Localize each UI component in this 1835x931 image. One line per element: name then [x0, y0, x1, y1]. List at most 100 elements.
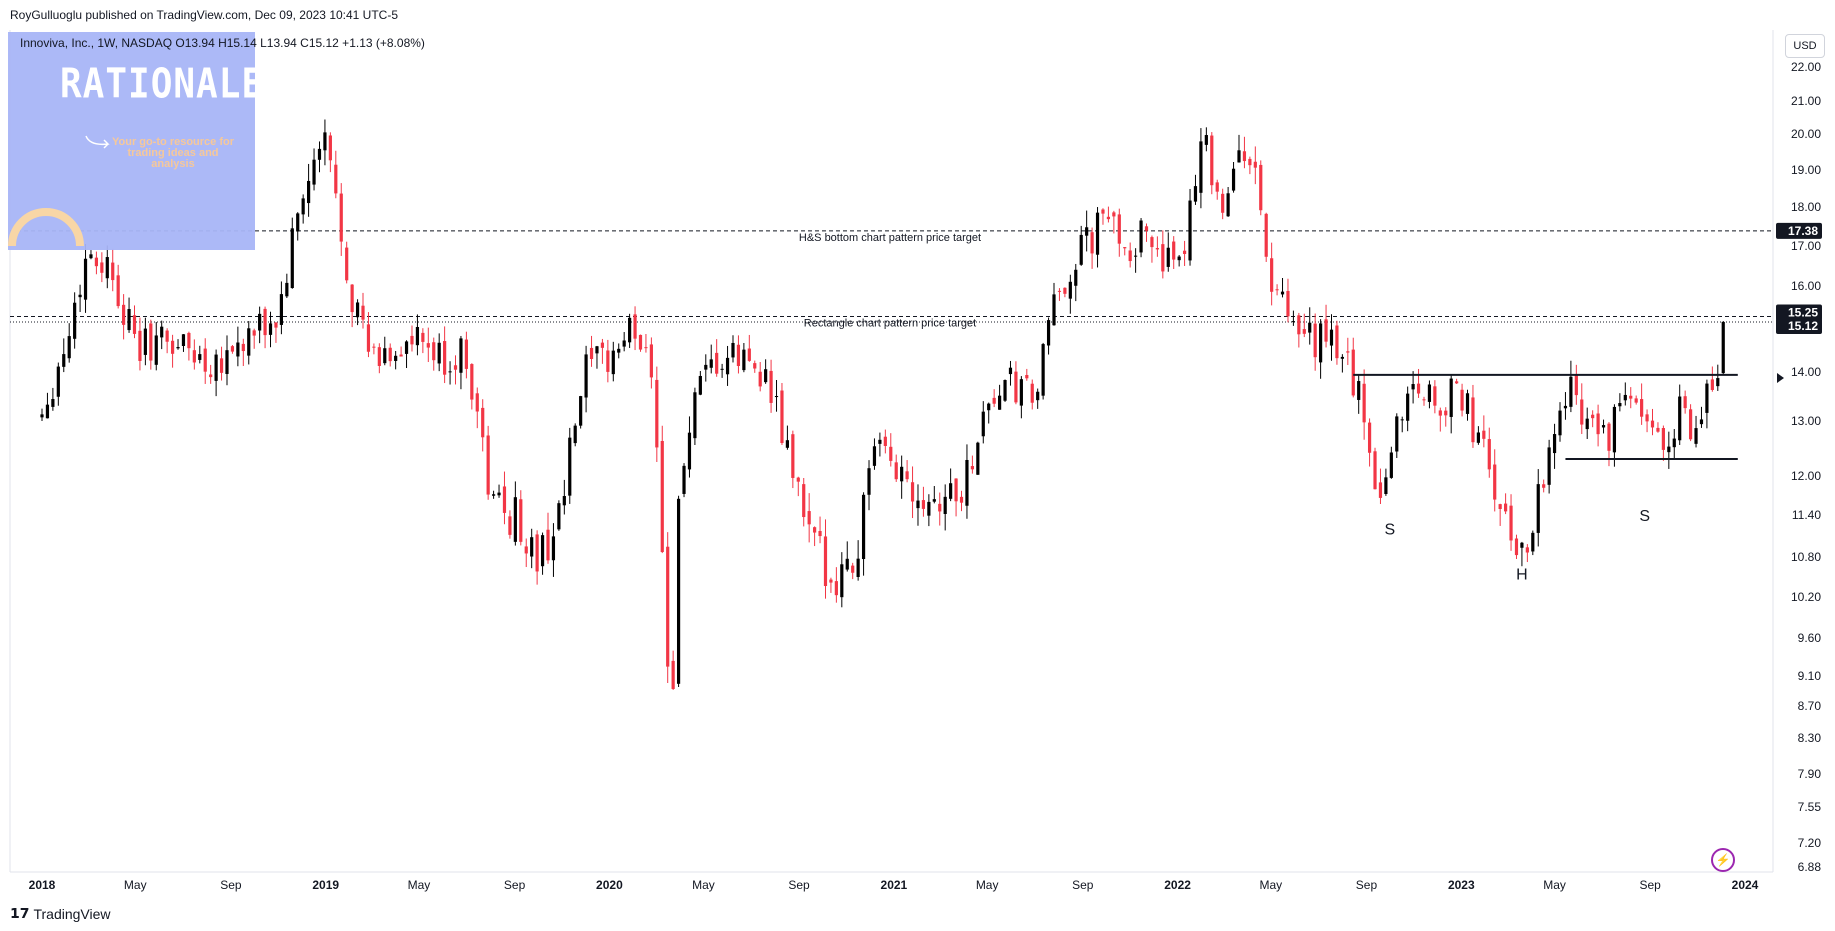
tradingview-logo[interactable]: 𝟭𝟳 TradingView	[10, 905, 111, 922]
candle-body	[486, 435, 490, 495]
candle-body	[83, 258, 88, 300]
candle-body	[1645, 414, 1649, 422]
candle-body	[203, 348, 207, 372]
candle-body	[258, 313, 262, 331]
candle-body	[987, 403, 991, 411]
candle-body	[1362, 383, 1366, 423]
candle-body	[606, 350, 610, 372]
candle-body	[1547, 447, 1551, 485]
candle-body	[1667, 446, 1671, 453]
candle-body	[111, 262, 115, 281]
y-tick-label: 7.55	[1798, 800, 1822, 814]
candle-body	[491, 494, 496, 496]
candle-body	[1057, 290, 1062, 292]
candle-body	[910, 482, 915, 502]
candle-body	[1416, 383, 1421, 394]
candle-body	[1422, 399, 1426, 401]
candle-body	[404, 341, 409, 354]
candle-body	[883, 436, 887, 446]
candle-body	[1297, 315, 1301, 335]
x-tick-label: Sep	[788, 878, 810, 892]
candle-body	[589, 347, 594, 359]
candle-body	[1509, 505, 1513, 541]
candle-body	[1650, 420, 1655, 428]
candle-body	[453, 365, 458, 370]
candle-body	[1601, 425, 1606, 428]
candle-body	[813, 527, 817, 533]
x-tick-label: Sep	[1072, 878, 1094, 892]
candle-body	[1493, 464, 1497, 500]
candle-body	[997, 395, 1002, 410]
candle-body	[1128, 250, 1132, 262]
candle-body	[932, 499, 936, 502]
candle-body	[285, 282, 289, 297]
candle-body	[89, 254, 93, 259]
y-tick-label: 10.80	[1791, 550, 1821, 564]
candle-body	[1455, 381, 1459, 384]
candle-body	[1378, 482, 1383, 498]
candle-body	[1672, 438, 1676, 448]
candle-body	[263, 308, 267, 336]
candle-body	[176, 347, 180, 349]
y-tick-label: 22.00	[1791, 60, 1821, 74]
candle-body	[720, 368, 724, 370]
candle-body	[323, 132, 327, 151]
candle-body	[1531, 532, 1535, 552]
candle-body	[785, 440, 790, 448]
x-tick-label: 2018	[29, 878, 56, 892]
candle-body	[181, 334, 186, 346]
currency-button[interactable]: USD	[1785, 34, 1825, 58]
candle-body	[633, 314, 637, 339]
candle-body	[1498, 504, 1502, 510]
candle-body	[339, 193, 343, 242]
candle-body	[671, 660, 675, 689]
candle-body	[312, 159, 316, 185]
candle-body	[1052, 294, 1056, 326]
y-tick-label: 10.20	[1791, 590, 1821, 604]
candle-body	[1596, 413, 1600, 435]
candle-body	[1504, 503, 1508, 512]
candle-body	[383, 348, 387, 364]
candle-body	[1678, 396, 1682, 441]
candle-body	[209, 374, 213, 378]
candle-body	[1264, 213, 1268, 257]
candle-body	[644, 347, 648, 349]
candle-body	[1449, 378, 1453, 417]
candle-body	[1612, 406, 1617, 453]
time-axis: 2018 May Sep 2019 May Sep 2020 May Sep 2021 May Sep…	[29, 878, 1759, 892]
candle-body	[856, 558, 860, 577]
lightning-icon[interactable]: ⚡	[1711, 848, 1735, 872]
candle-body	[170, 340, 175, 354]
y-tick-label: 20.00	[1791, 127, 1821, 141]
candle-body	[192, 350, 196, 363]
candle-body	[432, 342, 436, 361]
x-tick-label: May	[1260, 878, 1283, 892]
y-tick-label: 9.10	[1798, 669, 1822, 683]
candle-body	[1520, 542, 1524, 548]
candle-body	[557, 503, 561, 530]
candle-body	[818, 530, 822, 537]
candle-body	[296, 213, 300, 232]
candle-body	[1661, 428, 1665, 450]
candle-body	[834, 581, 838, 596]
x-tick-label: May	[124, 878, 147, 892]
x-tick-label: May	[692, 878, 715, 892]
candle-body	[241, 343, 245, 352]
candle-body	[546, 529, 550, 561]
x-tick-label: Sep	[1356, 878, 1378, 892]
candle-body	[470, 364, 474, 400]
candle-body	[279, 294, 283, 325]
symbol-legend[interactable]: Innoviva, Inc., 1W, NASDAQ O13.94 H15.14…	[20, 36, 425, 50]
candle-body	[1014, 371, 1018, 403]
candle-body	[867, 468, 871, 495]
candle-body	[62, 354, 66, 367]
candle-body	[394, 355, 398, 361]
candle-body	[377, 347, 381, 366]
candle-body	[1036, 391, 1040, 401]
candle-body	[67, 336, 71, 359]
candle-body	[562, 496, 566, 506]
candle-body	[1226, 193, 1230, 217]
candle-body	[1280, 291, 1285, 295]
candle-body	[715, 352, 719, 374]
